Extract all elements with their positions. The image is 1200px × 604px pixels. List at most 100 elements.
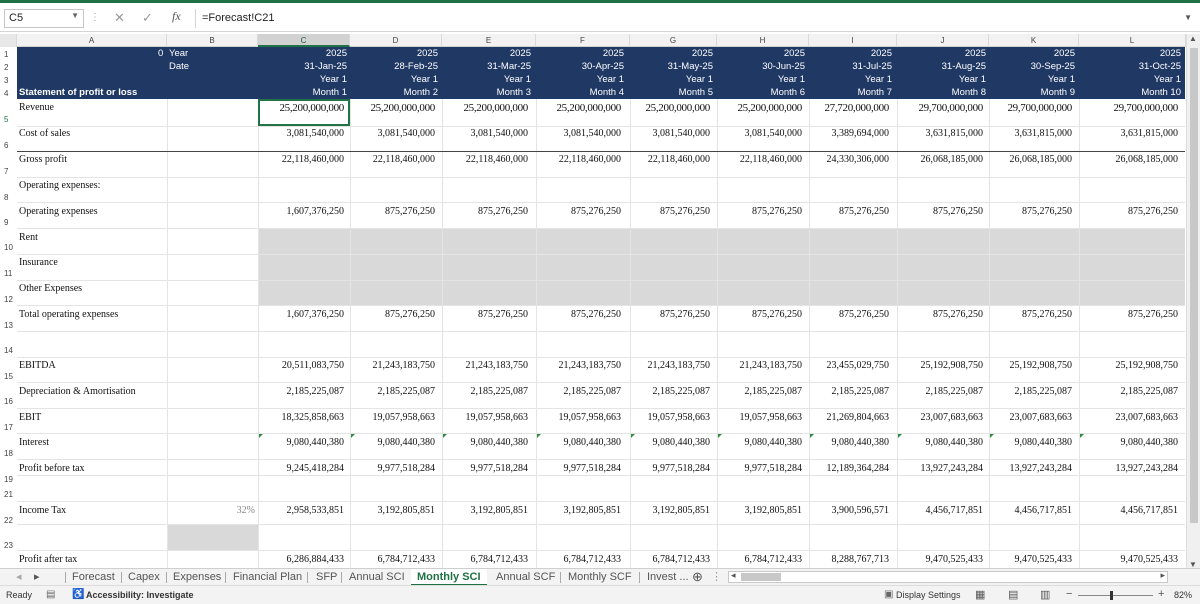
column-header[interactable]: G bbox=[630, 34, 717, 47]
row-header[interactable]: 17 bbox=[4, 423, 13, 432]
formula-input[interactable]: =Forecast!C21 bbox=[195, 9, 1180, 28]
value-cell[interactable]: 875,276,250 bbox=[1022, 309, 1072, 320]
value-cell[interactable]: 6,784,712,433 bbox=[563, 554, 622, 565]
row-label[interactable]: EBITDA bbox=[19, 360, 56, 371]
value-cell[interactable]: 22,118,460,000 bbox=[558, 154, 621, 165]
error-indicator-icon[interactable] bbox=[1080, 434, 1084, 438]
value-cell[interactable]: 6,286,884,433 bbox=[286, 554, 345, 565]
value-cell[interactable]: 875,276,250 bbox=[933, 309, 983, 320]
value-cell[interactable]: 29,700,000,000 bbox=[918, 102, 983, 114]
value-cell[interactable]: 19,057,958,663 bbox=[739, 412, 803, 423]
value-cell[interactable]: 4,456,717,851 bbox=[925, 505, 984, 516]
period-header-month[interactable]: Month 5 bbox=[678, 87, 713, 98]
value-cell[interactable]: 3,192,805,851 bbox=[652, 505, 711, 516]
value-cell[interactable]: 875,276,250 bbox=[839, 206, 889, 217]
error-indicator-icon[interactable] bbox=[898, 434, 902, 438]
error-indicator-icon[interactable] bbox=[990, 434, 994, 438]
value-cell[interactable]: 9,977,518,284 bbox=[563, 463, 622, 474]
page-layout-icon[interactable]: ▤ bbox=[1008, 589, 1019, 601]
tab-financial-plan[interactable]: Financial Plan bbox=[233, 571, 303, 583]
error-indicator-icon[interactable] bbox=[718, 434, 722, 438]
value-cell[interactable]: 22,118,460,000 bbox=[647, 154, 710, 165]
value-cell[interactable]: 9,470,525,433 bbox=[925, 554, 984, 565]
period-header-year[interactable]: 2025 bbox=[602, 48, 624, 59]
row-header[interactable]: 11 bbox=[4, 269, 13, 278]
value-cell[interactable]: 2,185,225,087 bbox=[925, 386, 984, 397]
value-cell[interactable]: 8,288,767,713 bbox=[831, 554, 890, 565]
period-header-year[interactable]: 2025 bbox=[1159, 48, 1181, 59]
row-label[interactable]: Cost of sales bbox=[19, 128, 71, 139]
period-header-month[interactable]: Month 3 bbox=[496, 87, 531, 98]
value-cell[interactable]: 26,068,185,000 bbox=[920, 154, 984, 165]
tab-invest[interactable]: Invest ... bbox=[647, 571, 689, 583]
row-label[interactable]: Profit after tax bbox=[19, 554, 78, 565]
page-break-icon[interactable]: ▥ bbox=[1040, 589, 1051, 601]
value-cell[interactable]: 3,631,815,000 bbox=[1014, 128, 1073, 139]
value-cell[interactable]: 22,118,460,000 bbox=[739, 154, 802, 165]
value-cell[interactable]: 4,456,717,851 bbox=[1014, 505, 1073, 516]
value-cell[interactable]: 13,927,243,284 bbox=[920, 463, 984, 474]
value-cell[interactable]: 25,200,000,000 bbox=[645, 102, 710, 114]
value-cell[interactable]: 21,243,183,750 bbox=[558, 360, 622, 371]
scroll-thumb[interactable] bbox=[1190, 48, 1198, 523]
scroll-thumb[interactable] bbox=[741, 573, 781, 581]
row-label[interactable]: Operating expenses bbox=[19, 206, 98, 217]
chevron-down-icon[interactable]: ▼ bbox=[71, 11, 79, 20]
value-cell[interactable]: 3,081,540,000 bbox=[652, 128, 711, 139]
period-header-year[interactable]: 2025 bbox=[1053, 48, 1075, 59]
value-cell[interactable]: 23,007,683,663 bbox=[1115, 412, 1179, 423]
value-cell[interactable]: 1,607,376,250 bbox=[286, 309, 345, 320]
value-cell[interactable]: 26,068,185,000 bbox=[1009, 154, 1073, 165]
row-header[interactable]: 1 bbox=[4, 50, 9, 59]
period-header-year[interactable]: 2025 bbox=[325, 48, 347, 59]
expand-formula-icon[interactable]: ▼ bbox=[1184, 13, 1192, 22]
period-header-month[interactable]: Month 10 bbox=[1141, 87, 1181, 98]
value-cell[interactable]: 20,511,083,750 bbox=[281, 360, 344, 371]
period-header-year[interactable]: 2025 bbox=[416, 48, 438, 59]
horizontal-scrollbar[interactable]: ◂ ▸ bbox=[728, 570, 1168, 583]
row-header[interactable]: 14 bbox=[4, 346, 13, 355]
value-cell[interactable]: 9,080,440,380 bbox=[831, 437, 890, 448]
tab-capex[interactable]: Capex bbox=[128, 571, 160, 583]
scroll-up-icon[interactable]: ▲ bbox=[1189, 34, 1197, 43]
value-cell[interactable]: 2,185,225,087 bbox=[831, 386, 890, 397]
period-header-date[interactable]: 30-Sep-25 bbox=[1030, 61, 1075, 72]
value-cell[interactable]: 3,631,815,000 bbox=[925, 128, 984, 139]
value-cell[interactable]: 23,007,683,663 bbox=[920, 412, 984, 423]
display-settings[interactable]: Display Settings bbox=[896, 590, 961, 600]
value-cell[interactable]: 21,243,183,750 bbox=[647, 360, 711, 371]
value-cell[interactable]: 2,185,225,087 bbox=[377, 386, 436, 397]
period-header-fy[interactable]: Year 1 bbox=[685, 74, 713, 85]
value-cell[interactable]: 18,325,858,663 bbox=[281, 412, 345, 423]
period-header-date[interactable]: 31-Mar-25 bbox=[487, 61, 531, 72]
row-label[interactable]: Operating expenses: bbox=[19, 180, 101, 191]
row-label[interactable]: Gross profit bbox=[19, 154, 68, 165]
value-cell[interactable]: 875,276,250 bbox=[1128, 309, 1178, 320]
tax-rate-cell[interactable]: 32% bbox=[236, 505, 255, 516]
zoom-out-icon[interactable]: − bbox=[1066, 588, 1073, 600]
period-header-fy[interactable]: Year 1 bbox=[319, 74, 347, 85]
value-cell[interactable]: 9,080,440,380 bbox=[652, 437, 711, 448]
value-cell[interactable]: 6,784,712,433 bbox=[470, 554, 529, 565]
error-indicator-icon[interactable] bbox=[631, 434, 635, 438]
tab-forecast[interactable]: Forecast bbox=[72, 571, 115, 583]
value-cell[interactable]: 875,276,250 bbox=[571, 206, 621, 217]
row-header[interactable]: 12 bbox=[4, 295, 13, 304]
value-cell[interactable]: 27,720,000,000 bbox=[824, 102, 889, 114]
value-cell[interactable]: 6,784,712,433 bbox=[377, 554, 436, 565]
column-header[interactable]: F bbox=[536, 34, 630, 47]
select-all-corner[interactable] bbox=[0, 34, 17, 47]
row-header[interactable]: 18 bbox=[4, 449, 13, 458]
value-cell[interactable]: 875,276,250 bbox=[660, 309, 710, 320]
row-header[interactable]: 15 bbox=[4, 372, 13, 381]
error-indicator-icon[interactable] bbox=[351, 434, 355, 438]
value-cell[interactable]: 26,068,185,000 bbox=[1115, 154, 1179, 165]
normal-view-icon[interactable]: ▦ bbox=[975, 589, 986, 601]
value-cell[interactable]: 2,958,533,851 bbox=[286, 505, 345, 516]
value-cell[interactable]: 9,977,518,284 bbox=[377, 463, 436, 474]
row-header[interactable]: 13 bbox=[4, 321, 13, 330]
row-label[interactable]: Depreciation & Amortisation bbox=[19, 386, 136, 397]
active-cell-c5[interactable] bbox=[258, 99, 350, 126]
row-header[interactable]: 5 bbox=[4, 115, 9, 124]
value-cell[interactable]: 3,389,694,000 bbox=[831, 128, 890, 139]
